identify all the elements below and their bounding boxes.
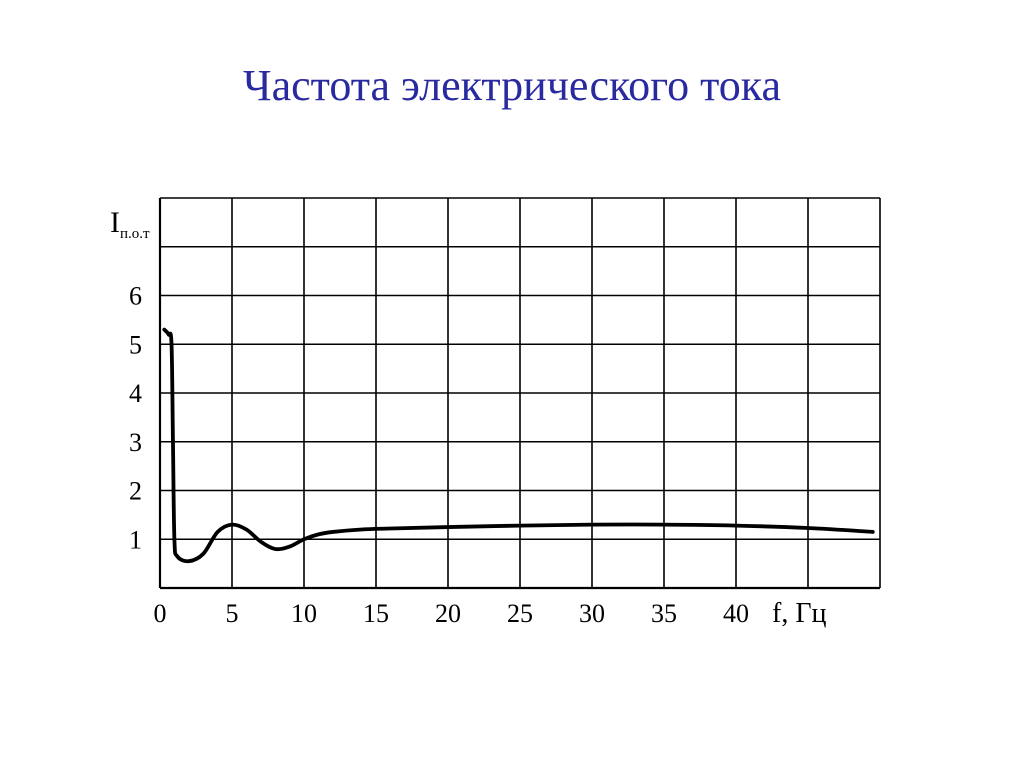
y-tick-label: 3 [129, 428, 142, 457]
slide: Частота электрического тока 051015202530… [0, 0, 1024, 767]
y-axis-label: Iп.о.т [110, 206, 150, 242]
x-tick-label: 25 [507, 599, 533, 628]
chart-container: 0 5 10 15 20 25 30 35 40 1 2 3 4 5 6 Iп.о.т f, Гц [90, 178, 940, 653]
x-tick-label: 0 [154, 599, 167, 628]
y-tick-label: 4 [129, 379, 142, 408]
line-chart: 0 5 10 15 20 25 30 35 40 1 2 3 4 5 6 Iп.о.т f, Гц [90, 178, 940, 648]
x-tick-label: 15 [363, 599, 389, 628]
y-tick-label: 6 [129, 282, 142, 311]
y-tick-label: 5 [129, 330, 142, 359]
x-tick-label: 5 [226, 599, 239, 628]
x-tick-label: 10 [291, 599, 317, 628]
data-curve [164, 330, 872, 562]
x-axis-label: f, Гц [772, 598, 827, 629]
x-tick-label: 35 [651, 599, 677, 628]
y-tick-label: 2 [129, 477, 142, 506]
page-title: Частота электрического тока [0, 60, 1024, 111]
x-tick-label: 20 [435, 599, 461, 628]
y-tick-label: 1 [129, 525, 142, 554]
x-tick-label: 30 [579, 599, 605, 628]
x-tick-label: 40 [723, 599, 749, 628]
